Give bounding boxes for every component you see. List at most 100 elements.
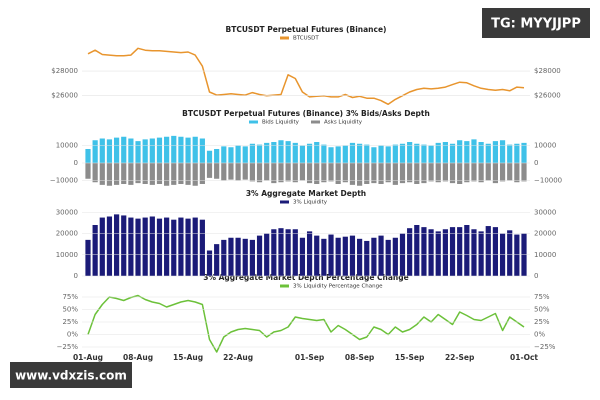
bar	[299, 237, 306, 276]
bar	[306, 143, 313, 163]
bar	[214, 149, 220, 163]
x-tick-label: 01-Oct	[510, 353, 538, 362]
bar	[171, 163, 177, 185]
bar	[321, 238, 327, 276]
bar	[278, 163, 284, 183]
legend-label: 3% Liquidity Percentage Change	[293, 284, 383, 290]
bar	[221, 146, 227, 163]
bar	[285, 163, 291, 182]
bar	[421, 144, 427, 163]
legend-swatch	[249, 120, 258, 124]
line	[87, 294, 525, 353]
bar	[278, 140, 284, 163]
bar	[342, 163, 348, 183]
bar	[199, 219, 205, 276]
bar	[113, 214, 120, 276]
bar	[249, 163, 255, 182]
bar	[478, 231, 484, 276]
bar	[328, 163, 334, 182]
bar	[178, 136, 184, 163]
bar	[199, 138, 205, 163]
y-tick-label: $26000	[534, 92, 561, 100]
bar	[135, 141, 141, 163]
x-tick-label: 15-Sep	[395, 353, 425, 362]
y-tick-label: 20000	[56, 230, 78, 238]
bar	[407, 142, 413, 163]
bar	[121, 163, 127, 184]
bar	[164, 136, 170, 163]
bar	[457, 227, 463, 276]
bar	[185, 218, 191, 276]
bar	[314, 163, 320, 184]
bar	[256, 163, 263, 183]
y-tick-label: 75%	[534, 293, 550, 301]
bar	[392, 237, 398, 276]
bar	[421, 163, 427, 184]
bar	[128, 163, 134, 185]
bar	[357, 238, 363, 276]
bar	[449, 227, 456, 276]
legend-label: Asks Liquidity	[324, 120, 363, 126]
bar	[314, 235, 320, 276]
bar	[278, 228, 284, 276]
chart-title: 3% Aggregate Market Depth Percentage Cha…	[203, 273, 408, 282]
bar	[156, 163, 163, 184]
bar	[156, 218, 163, 276]
bar	[113, 163, 120, 185]
bar	[521, 163, 527, 182]
bar	[364, 163, 370, 184]
bar	[442, 229, 448, 276]
bar	[149, 138, 155, 163]
bar	[299, 163, 306, 181]
bar	[142, 163, 148, 184]
y-tick-label: 30000	[534, 208, 556, 216]
bar	[99, 138, 105, 163]
bar	[242, 146, 248, 163]
bar	[521, 142, 527, 163]
bar	[485, 163, 491, 181]
bar	[442, 142, 448, 163]
bar	[514, 163, 520, 183]
legend-swatch	[280, 284, 289, 288]
bar	[264, 163, 270, 181]
bar	[92, 225, 98, 276]
bar	[285, 141, 291, 163]
bar	[206, 163, 213, 178]
bar	[185, 137, 191, 163]
bar	[299, 145, 306, 163]
x-tick-label: 22-Aug	[223, 353, 253, 362]
bar	[228, 147, 234, 163]
bar	[156, 137, 163, 163]
bar	[192, 217, 198, 276]
bar	[178, 163, 184, 184]
bar	[378, 235, 384, 276]
y-tick-label: 20000	[534, 230, 556, 238]
watermark-box	[10, 362, 132, 388]
bar	[271, 229, 277, 276]
y-tick-label: 50%	[534, 306, 550, 314]
bar	[414, 225, 420, 276]
bar	[449, 143, 456, 163]
bar	[106, 163, 113, 186]
x-tick-label: 01-Aug	[73, 353, 103, 362]
bar	[135, 163, 141, 184]
bar	[364, 240, 370, 276]
watermark: www.vdxzis.com	[15, 369, 127, 383]
bar	[335, 163, 341, 184]
bar	[249, 143, 255, 163]
bar	[507, 144, 513, 163]
y-tick-label: 10000	[56, 251, 78, 259]
y-tick-label: −10000	[534, 177, 562, 185]
bar	[342, 236, 348, 276]
bar	[164, 163, 170, 186]
y-tick-label: 50%	[62, 306, 78, 314]
bar	[464, 225, 470, 276]
bar	[392, 163, 398, 185]
bar	[407, 228, 413, 276]
x-tick-label: 22-Sep	[445, 353, 475, 362]
bar	[92, 140, 98, 163]
bar	[113, 137, 120, 163]
legend-label: BTCUSDT	[293, 36, 319, 42]
bar	[471, 229, 477, 276]
